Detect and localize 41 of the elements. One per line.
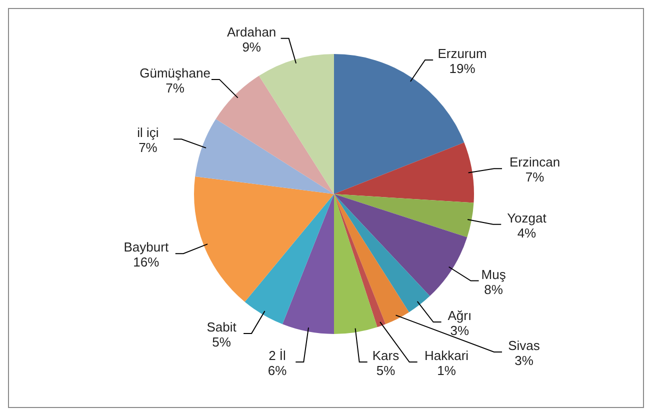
slice-label: Erzincan: [510, 154, 560, 170]
pie-slice: [334, 142, 474, 203]
slice-label: Ağrı: [448, 308, 472, 324]
data-label: 5%: [376, 363, 396, 378]
slice-label: 2 İl: [268, 348, 286, 363]
data-label: 19%: [449, 61, 476, 76]
pie-slice: [334, 194, 468, 296]
pie-slice: [334, 194, 378, 334]
slice-label: Sivas: [508, 338, 540, 354]
data-label: 4%: [517, 225, 537, 240]
data-label: 7%: [138, 140, 158, 156]
data-label: 16%: [133, 254, 160, 270]
slice-label: il içi: [137, 125, 159, 140]
pie-slice: [334, 194, 410, 324]
slice-label: Erzurum: [438, 46, 487, 62]
data-label: 5%: [212, 334, 232, 350]
data-label: 3%: [514, 353, 534, 368]
slice-label: Kars: [372, 348, 400, 363]
data-label: 9%: [242, 39, 262, 54]
data-label: 7%: [525, 170, 545, 185]
slice-label: Bayburt: [124, 240, 169, 255]
pie-slice: [334, 194, 386, 328]
data-label: 8%: [484, 282, 504, 297]
slice-label: Muş: [481, 266, 506, 282]
pie-slice: [244, 194, 334, 324]
pie-slice: [334, 194, 474, 238]
slice-label: Yozgat: [507, 210, 547, 226]
slice-label: Ardahan: [227, 24, 276, 40]
data-label: 6%: [268, 363, 288, 378]
slice-label: Sabit: [206, 319, 237, 334]
pie-slice: [258, 54, 334, 194]
data-label: 3%: [450, 323, 470, 338]
pie-slice: [194, 176, 334, 302]
pie-slice: [282, 194, 334, 334]
data-label: 1%: [437, 363, 456, 378]
slice-label: Gümüşhane: [140, 65, 210, 80]
slice-label: Hakkari: [424, 348, 469, 363]
pie-slice: [195, 118, 334, 194]
data-label: 7%: [166, 80, 185, 96]
pie-slice: [216, 76, 334, 194]
pie-slice: [334, 194, 430, 312]
